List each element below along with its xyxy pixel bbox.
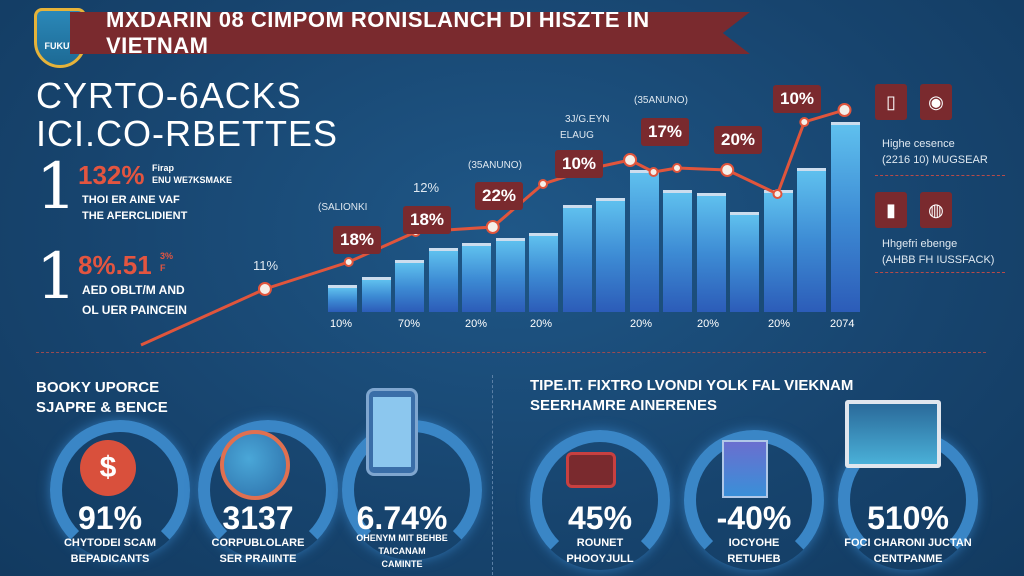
chart-bar [696, 193, 726, 312]
chart-bar [428, 248, 458, 312]
x-tick-label: 20% [630, 318, 653, 330]
data-callout: 20% [714, 126, 763, 154]
globe-icon: ◍ [920, 192, 952, 228]
trend-point [720, 163, 735, 177]
stat-percent: 45% [567, 500, 633, 536]
page-title: MXDARIN 08 CIMPOM RONISLANCH DI HISZTE I… [106, 7, 650, 58]
x-tick-label: 20% [697, 318, 720, 330]
trend-point [672, 163, 682, 173]
stat-caption: ROUNET PHOOYJULL [566, 537, 634, 565]
chart-bar [629, 170, 659, 312]
trend-point [648, 167, 659, 177]
chart-bar [328, 285, 357, 312]
vertical-divider [492, 375, 493, 575]
coin-icon: ◉ [920, 84, 952, 120]
chart-bar [730, 212, 759, 312]
stat-percent: 91% [77, 500, 143, 536]
legend-item: Highe cesence (2216 10) MUGSEAR [882, 138, 988, 166]
stat-value: 8%.51 [78, 250, 152, 280]
data-callout: 10% [555, 150, 604, 178]
stat-note: Firap ENU WE7KSMAKE [152, 163, 233, 185]
trend-line [140, 108, 845, 347]
chart-bar [596, 198, 625, 312]
stat-caption: CHYTODEI SCAM BEPADICANTS [63, 537, 157, 565]
stat-percent: 6.74% [356, 500, 448, 536]
logo-text: FUKUV [44, 41, 76, 51]
x-tick-label: 10% [330, 318, 353, 330]
x-tick-label: 20% [465, 318, 488, 330]
section-divider [36, 352, 986, 353]
chart-annotation: ELAUG [560, 130, 594, 141]
trend-point [799, 117, 810, 127]
stat-numeral: 1 [36, 150, 77, 224]
x-tick-label: 2074 [830, 318, 855, 330]
chart-annotation: (35ANUNO) [468, 160, 522, 171]
section-title-right: TIPE.IT. FIXTRO LVONDI YOLK FAL VIEKNAM S… [530, 377, 854, 414]
smartphone-icon [366, 388, 418, 476]
trend-point [772, 189, 783, 199]
chart-bar [830, 122, 860, 312]
chart-bar [462, 243, 491, 312]
chart-annotation: (SALIONKI [318, 202, 368, 213]
dollar-icon: $ [80, 440, 136, 496]
legend-item: Hhgefri ebenge (AHBB FH IUSSFACK) [882, 238, 995, 266]
stat-percent: 3137 [222, 500, 294, 536]
chart-annotation: (35ANUNO) [634, 95, 688, 106]
chart-annotation: 11% [253, 258, 279, 273]
data-callout: 10% [773, 85, 822, 113]
stat-caption: CORPUBLOLARE SER PRAIINTE [211, 537, 305, 565]
chart-bar [495, 238, 525, 312]
stat-percent: 510% [867, 500, 949, 536]
bar-line-chart [140, 103, 860, 347]
chart-bar [562, 205, 592, 312]
stat-caption: OHENYM MIT BEHBE TAICANAM CAMINTE [356, 533, 448, 569]
stat-numeral: 1 [36, 240, 77, 314]
phone-icon: ▮ [875, 192, 907, 228]
chart-annotation: 12% [413, 180, 440, 195]
title-banner: MXDARIN 08 CIMPOM RONISLANCH DI HISZTE I… [70, 12, 750, 54]
stat-percent: -40% [716, 500, 792, 536]
trend-point [837, 103, 852, 117]
chart-bar [663, 190, 692, 312]
data-callout: 18% [333, 226, 382, 254]
trend-point [623, 153, 638, 167]
trend-point [538, 179, 548, 189]
divider [875, 175, 1005, 176]
headline-line-2: ICI.CO-RBETTES [36, 113, 339, 154]
chart-bar [529, 233, 558, 312]
globe-icon [220, 430, 290, 500]
lantern-icon: ▯ [875, 84, 907, 120]
chart-bar [395, 260, 424, 312]
building-icon [722, 440, 768, 498]
x-tick-label: 20% [768, 318, 791, 330]
chart-bar [361, 277, 391, 312]
section-title-left: BOOKY UPORCE SJAPRE & BENCE [36, 379, 168, 416]
stat-description: AED OBLT/M AND OL UER PAINCEIN [82, 283, 187, 317]
stat-caption: FOCI CHARONI JUCTAN CENTPANME [844, 537, 972, 565]
headline-line-1: CYRTO-6ACKS [36, 75, 302, 116]
data-callout: 22% [475, 182, 524, 210]
chart-annotation: 3J/G.EYN [565, 114, 610, 125]
x-tick-label: 20% [530, 318, 553, 330]
data-callout: 18% [403, 206, 452, 234]
stat-value: 132% [78, 160, 145, 190]
trend-point [343, 257, 354, 267]
trend-point [257, 282, 272, 296]
monitor-icon [845, 400, 941, 468]
stat-note: 3% F [160, 251, 174, 273]
stat-description: THOI ER AINE VAF THE AFERCLIDIENT [82, 194, 188, 222]
chart-bar [797, 168, 826, 312]
x-tick-label: 70% [398, 318, 421, 330]
tv-icon [566, 452, 616, 488]
stat-caption: IOCYOHE RETUHEB [727, 537, 781, 565]
trend-point [485, 220, 500, 234]
data-callout: 17% [641, 118, 690, 146]
divider [875, 272, 1005, 273]
